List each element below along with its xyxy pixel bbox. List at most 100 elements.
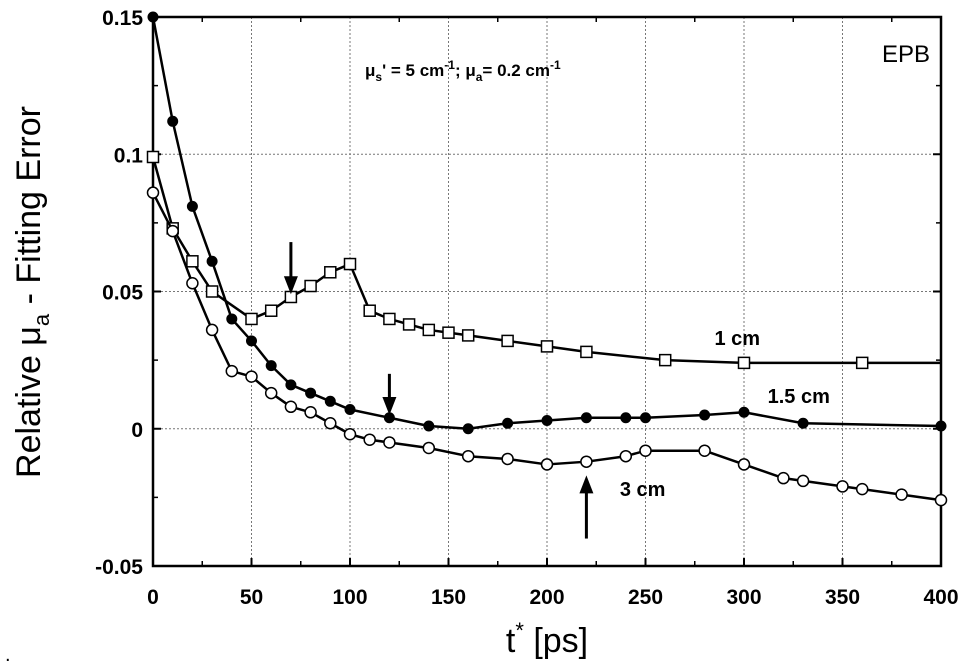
point-3-cm <box>383 436 396 449</box>
point-3-cm <box>461 449 475 463</box>
point-3-cm <box>146 186 160 199</box>
point-1-cm <box>580 345 593 359</box>
series-labels: 1 cm 1.5 cm 3 cm <box>620 328 830 501</box>
y-axis-title: Relative μa - Fitting Error <box>10 106 54 478</box>
point-1-cm <box>186 255 199 268</box>
x-tick-label: 350 <box>825 586 860 609</box>
point-3-cm <box>205 323 219 337</box>
point-3-cm <box>324 417 337 430</box>
y-axis-title-sub: a <box>29 313 54 326</box>
point-1-cm <box>461 329 475 342</box>
point-1-cm <box>383 312 396 326</box>
x-axis-title-pre: t <box>506 622 516 660</box>
axis-ticks: 0 50 100 150 200 250 300 350 400-0.0500.050.10.1… <box>95 7 958 609</box>
point-1_5-cm <box>226 313 238 325</box>
point-3-cm <box>855 482 869 496</box>
param-sub-s: s <box>375 70 382 84</box>
point-3-cm <box>422 441 436 455</box>
y-tick-label: 0 <box>131 419 143 442</box>
grid-lines <box>153 17 941 566</box>
point-1_5-cm <box>423 420 435 432</box>
point-1-cm <box>442 326 455 339</box>
annotation-arrows <box>283 242 594 539</box>
point-1_5-cm <box>738 406 750 418</box>
parameter-annotation: μs' = 5 cm-1; μa= 0.2 cm-1 <box>365 58 561 84</box>
point-1_5-cm <box>246 335 257 347</box>
point-1-cm <box>205 285 219 298</box>
x-tick-label: 400 <box>923 586 958 609</box>
y-tick-label: -0.05 <box>95 556 143 579</box>
x-axis-title-post: [ps] <box>524 622 588 660</box>
point-1_5-cm <box>186 200 198 212</box>
point-1-cm <box>501 334 514 348</box>
point-3-cm <box>934 493 948 507</box>
point-1_5-cm <box>797 417 809 429</box>
arrow-up <box>579 475 594 539</box>
point-1_5-cm <box>462 423 474 435</box>
param-mu-s: μ <box>365 61 375 80</box>
point-1-cm <box>304 279 317 293</box>
point-3-cm <box>304 406 317 419</box>
point-1_5-cm <box>167 115 179 127</box>
point-3-cm <box>540 458 554 471</box>
point-1-cm <box>363 304 376 317</box>
point-1-cm <box>540 340 554 353</box>
series-label: 1 cm <box>714 328 760 350</box>
point-1-cm <box>324 266 337 279</box>
point-1-cm <box>658 353 672 367</box>
point-1_5-cm <box>935 420 947 432</box>
point-1_5-cm <box>285 379 297 391</box>
point-1-cm <box>146 150 160 164</box>
x-tick-label: 300 <box>726 586 761 609</box>
point-1-cm <box>245 312 258 326</box>
point-3-cm <box>225 364 239 378</box>
point-3-cm <box>639 444 652 457</box>
param-sub-a: a <box>476 70 483 84</box>
arrow-down <box>283 242 298 295</box>
point-1-cm <box>264 304 278 317</box>
point-3-cm <box>580 455 593 468</box>
param-sup-a: -1 <box>550 58 561 72</box>
x-axis-title-sup: * <box>515 618 524 643</box>
point-1_5-cm <box>640 412 651 424</box>
point-3-cm <box>619 449 633 463</box>
point-3-cm <box>895 488 908 501</box>
y-axis-title-post: - Fitting Error <box>10 106 48 314</box>
bottom-mark: . <box>5 644 11 666</box>
point-1_5-cm <box>324 395 336 407</box>
y-axis-title-pre: Relative μ <box>10 326 48 478</box>
y-tick-label: 0.1 <box>114 144 144 167</box>
point-1_5-cm <box>620 412 632 424</box>
point-1_5-cm <box>147 11 159 23</box>
point-1-cm <box>855 356 869 370</box>
point-3-cm <box>343 427 357 441</box>
series-label: 1.5 cm <box>768 386 830 408</box>
point-1_5-cm <box>206 255 218 267</box>
x-tick-label: 100 <box>332 586 367 609</box>
x-tick-label: 0 <box>147 586 159 609</box>
point-1_5-cm <box>344 404 356 416</box>
param-mu-a: μ <box>465 61 475 80</box>
point-3-cm <box>245 370 258 383</box>
point-3-cm <box>796 474 810 488</box>
point-3-cm <box>698 444 711 457</box>
point-1_5-cm <box>580 412 592 424</box>
point-1-cm <box>422 323 436 337</box>
param-sup-s: -1 <box>444 58 455 72</box>
x-tick-label: 250 <box>628 586 663 609</box>
point-3-cm <box>186 277 199 290</box>
series-line-1-cm <box>151 156 941 365</box>
point-3-cm <box>284 400 298 414</box>
series-line-3-cm <box>151 192 942 502</box>
point-3-cm <box>501 452 514 466</box>
point-3-cm <box>363 433 376 446</box>
point-1-cm <box>737 356 751 370</box>
point-1_5-cm <box>541 415 553 427</box>
point-1_5-cm <box>502 417 514 429</box>
arrow-down <box>382 373 397 416</box>
point-3-cm <box>836 480 849 493</box>
point-3-cm <box>737 458 751 471</box>
x-tick-label: 150 <box>431 586 466 609</box>
point-1_5-cm <box>305 387 317 399</box>
